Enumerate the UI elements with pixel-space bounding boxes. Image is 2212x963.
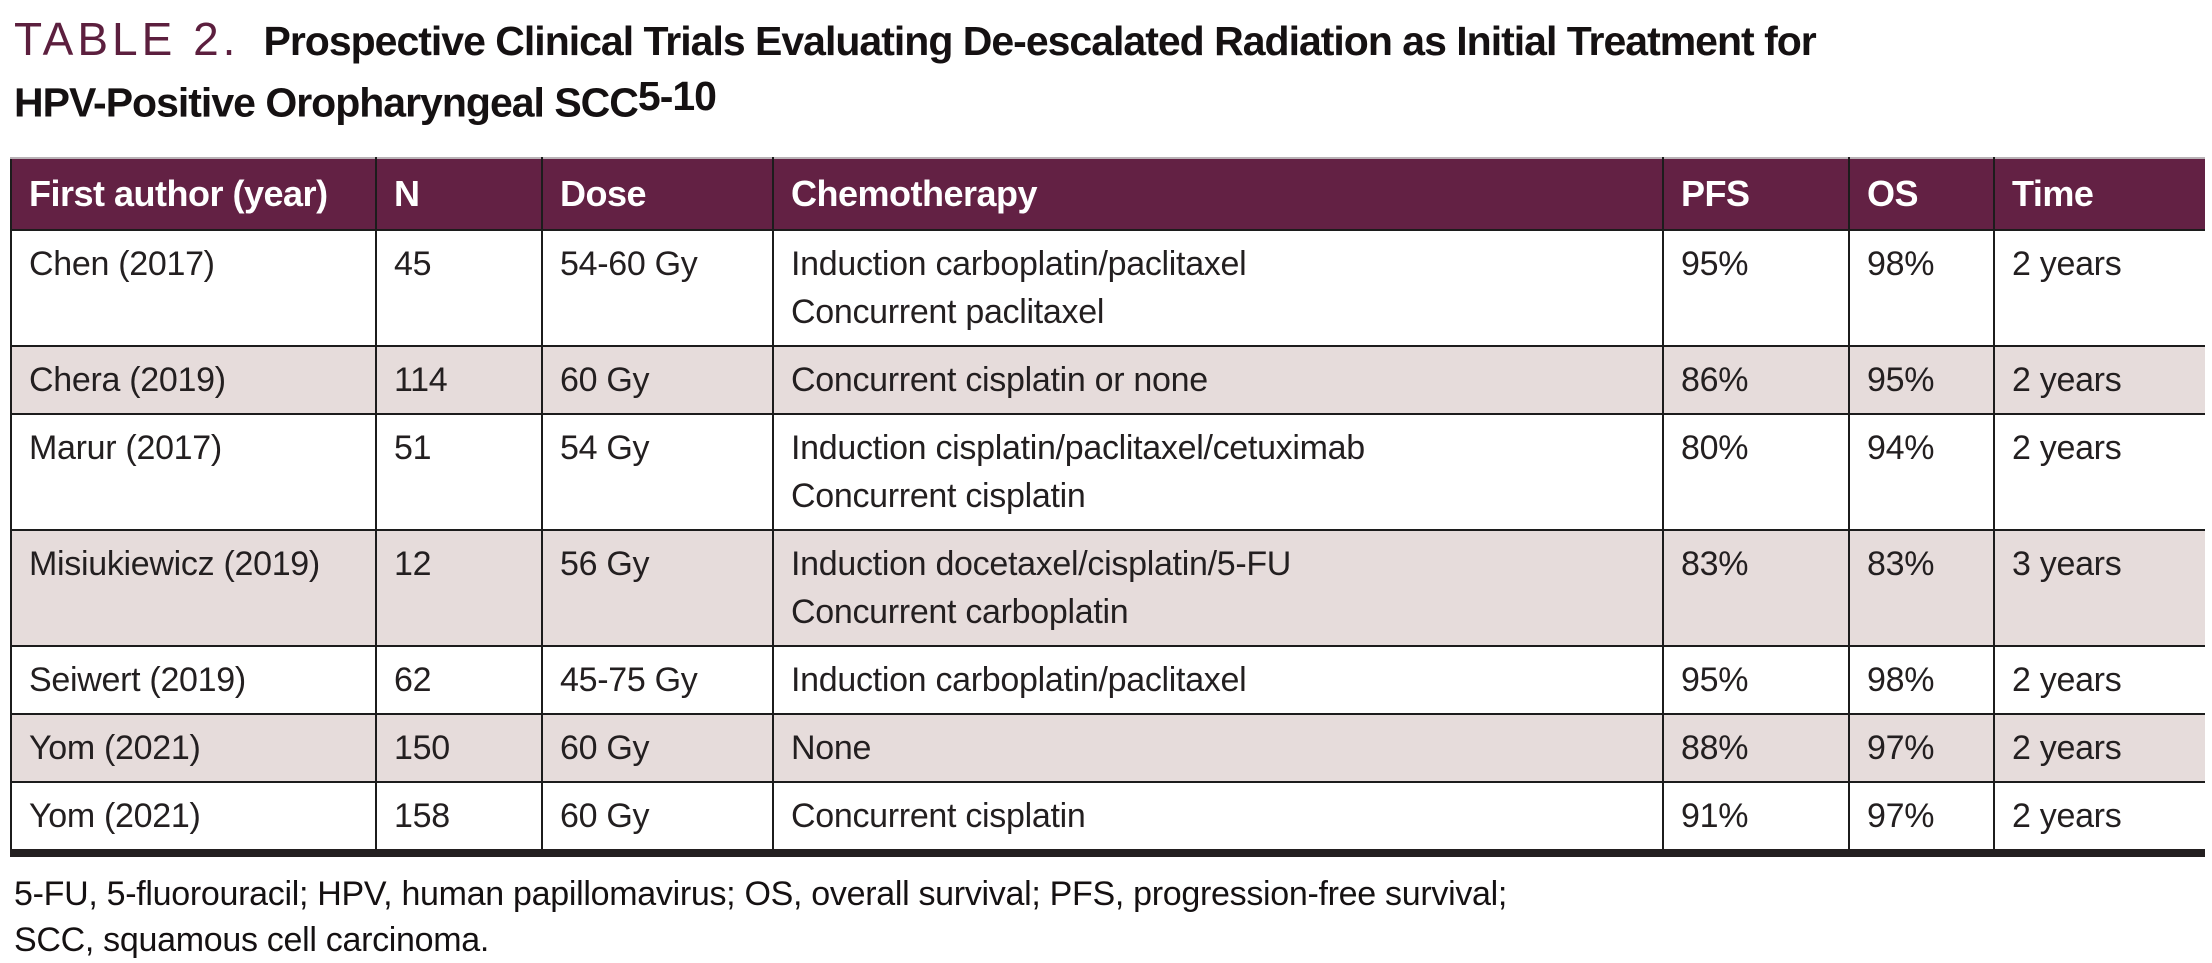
os-cell: 97% <box>1848 713 1994 783</box>
table-title-line2: HPV-Positive Oropharyngeal SCC <box>14 79 639 126</box>
table-row: Yom (2021) 150 60 Gy None 88% 97% 2 year… <box>11 713 2205 783</box>
table-row: Chen (2017) 45 54-60 Gy Induction carbop… <box>11 230 2205 347</box>
col-header-chemotherapy: Chemotherapy <box>772 158 1663 232</box>
author-cell: Seiwert (2019) <box>11 645 376 715</box>
chemotherapy-cell: Induction cisplatin/paclitaxel/cetuximab… <box>772 413 1663 531</box>
col-header-time: Time <box>1993 158 2205 232</box>
os-cell: 94% <box>1848 413 1994 531</box>
time-cell: 2 years <box>1993 713 2205 783</box>
chemo-line: Concurrent cisplatin or none <box>791 361 1208 400</box>
n-cell: 114 <box>375 345 542 415</box>
chemotherapy-cell: Concurrent cisplatin <box>772 781 1663 854</box>
pfs-cell: 80% <box>1662 413 1849 531</box>
author-cell: Marur (2017) <box>11 413 376 531</box>
col-header-pfs: PFS <box>1662 158 1849 232</box>
n-cell: 62 <box>375 645 542 715</box>
dose-cell: 60 Gy <box>541 345 773 415</box>
chemotherapy-cell: Induction carboplatin/paclitaxel Concurr… <box>772 230 1663 347</box>
dose-cell: 54-60 Gy <box>541 230 773 347</box>
table-row: Marur (2017) 51 54 Gy Induction cisplati… <box>11 413 2205 531</box>
dose-cell: 54 Gy <box>541 413 773 531</box>
chemotherapy-cell: None <box>772 713 1663 783</box>
n-cell: 45 <box>375 230 542 347</box>
chemo-line: Concurrent paclitaxel <box>791 293 1105 332</box>
chemo-line: Induction cisplatin/paclitaxel/cetuximab <box>791 429 1365 468</box>
chemo-line: None <box>791 729 872 768</box>
n-cell: 158 <box>375 781 542 854</box>
chemo-line: Induction docetaxel/cisplatin/5-FU <box>791 545 1292 584</box>
dose-cell: 45-75 Gy <box>541 645 773 715</box>
dose-cell: 56 Gy <box>541 529 773 647</box>
pfs-cell: 95% <box>1662 230 1849 347</box>
time-cell: 2 years <box>1993 413 2205 531</box>
os-cell: 83% <box>1848 529 1994 647</box>
n-cell: 150 <box>375 713 542 783</box>
pfs-cell: 95% <box>1662 645 1849 715</box>
dose-cell: 60 Gy <box>541 781 773 854</box>
author-cell: Yom (2021) <box>11 781 376 854</box>
table-row: Misiukiewicz (2019) 12 56 Gy Induction d… <box>11 529 2205 647</box>
chemotherapy-cell: Concurrent cisplatin or none <box>772 345 1663 415</box>
chemo-line: Concurrent cisplatin <box>791 477 1086 516</box>
os-cell: 97% <box>1848 781 1994 854</box>
author-cell: Yom (2021) <box>11 713 376 783</box>
dose-cell: 60 Gy <box>541 713 773 783</box>
author-cell: Chera (2019) <box>11 345 376 415</box>
table-caption-line1: TABLE 2. Prospective Clinical Trials Eval… <box>14 12 2204 68</box>
pfs-cell: 83% <box>1662 529 1849 647</box>
time-cell: 2 years <box>1993 230 2205 347</box>
table-caption: TABLE 2. Prospective Clinical Trials Eval… <box>10 12 2204 129</box>
table-row: Seiwert (2019) 62 45-75 Gy Induction car… <box>11 645 2205 715</box>
time-cell: 3 years <box>1993 529 2205 647</box>
col-header-n: N <box>375 158 542 232</box>
table-row: Chera (2019) 114 60 Gy Concurrent cispla… <box>11 345 2205 415</box>
col-header-first-author: First author (year) <box>11 158 376 232</box>
author-cell: Misiukiewicz (2019) <box>11 529 376 647</box>
os-cell: 95% <box>1848 345 1994 415</box>
table-caption-line2: HPV-Positive Oropharyngeal SCC5-10 <box>14 70 2204 129</box>
author-cell: Chen (2017) <box>11 230 376 347</box>
table-title-line1: Prospective Clinical Trials Evaluating D… <box>263 18 1816 64</box>
footnote-line1: 5-FU, 5-fluorouracil; HPV, human papillo… <box>14 875 1508 914</box>
table-row: Yom (2021) 158 60 Gy Concurrent cisplati… <box>11 781 2205 854</box>
time-cell: 2 years <box>1993 345 2205 415</box>
chemotherapy-cell: Induction docetaxel/cisplatin/5-FU Concu… <box>772 529 1663 647</box>
n-cell: 51 <box>375 413 542 531</box>
table-header-row: First author (year) N Dose Chemotherapy … <box>11 158 2205 232</box>
pfs-cell: 91% <box>1662 781 1849 854</box>
time-cell: 2 years <box>1993 781 2205 854</box>
chemo-line: Induction carboplatin/paclitaxel <box>791 245 1247 284</box>
chemo-line: Induction carboplatin/paclitaxel <box>791 661 1247 700</box>
chemotherapy-cell: Induction carboplatin/paclitaxel <box>772 645 1663 715</box>
chemo-line: Concurrent cisplatin <box>791 797 1086 836</box>
col-header-os: OS <box>1848 158 1994 232</box>
time-cell: 2 years <box>1993 645 2205 715</box>
pfs-cell: 88% <box>1662 713 1849 783</box>
trials-table: First author (year) N Dose Chemotherapy … <box>10 157 2205 858</box>
abbreviations-footnote: 5-FU, 5-fluorouracil; HPV, human papillo… <box>10 871 2204 963</box>
table-label: TABLE 2. <box>14 13 240 65</box>
os-cell: 98% <box>1848 230 1994 347</box>
reference-superscript: 5-10 <box>637 73 717 119</box>
chemo-line: Concurrent carboplatin <box>791 593 1129 632</box>
os-cell: 98% <box>1848 645 1994 715</box>
footnote-line2: SCC, squamous cell carcinoma. <box>14 921 490 960</box>
n-cell: 12 <box>375 529 542 647</box>
pfs-cell: 86% <box>1662 345 1849 415</box>
col-header-dose: Dose <box>541 158 773 232</box>
